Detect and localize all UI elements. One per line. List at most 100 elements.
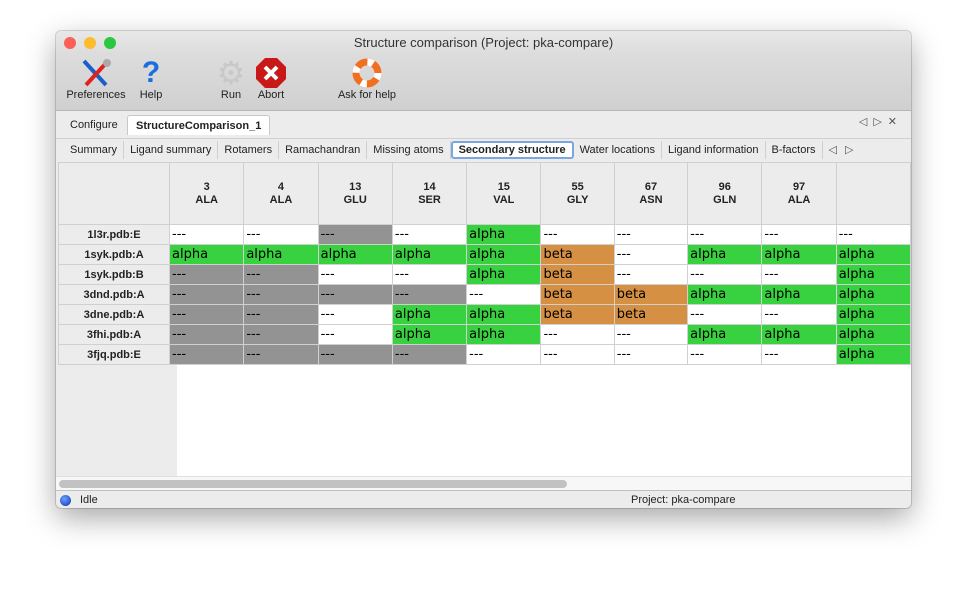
structure-cell[interactable]: --- bbox=[613, 224, 689, 245]
structure-cell[interactable]: --- bbox=[391, 344, 468, 365]
column-header[interactable]: 3 ALA bbox=[169, 162, 245, 225]
structure-cell[interactable]: beta bbox=[540, 264, 615, 285]
structure-cell[interactable]: alpha bbox=[391, 324, 468, 345]
structure-cell[interactable]: beta bbox=[613, 284, 689, 305]
structure-cell[interactable]: --- bbox=[243, 344, 319, 365]
structure-cell[interactable]: alpha bbox=[835, 284, 911, 305]
help-button[interactable]: ? Help bbox=[136, 56, 166, 101]
column-header[interactable]: 67 ASN bbox=[613, 162, 689, 225]
structure-cell[interactable]: --- bbox=[613, 264, 689, 285]
structure-cell[interactable]: alpha bbox=[835, 304, 911, 325]
structure-cell[interactable]: alpha bbox=[466, 264, 542, 285]
structure-cell[interactable]: --- bbox=[169, 224, 245, 245]
structure-cell[interactable]: --- bbox=[169, 344, 245, 365]
structure-cell[interactable]: alpha bbox=[761, 284, 837, 305]
subtab-b-factors[interactable]: B-factors bbox=[766, 140, 823, 159]
subtab-ligand-information[interactable]: Ligand information bbox=[662, 140, 766, 159]
structure-cell[interactable]: beta bbox=[540, 304, 615, 325]
row-header[interactable]: 3fhi.pdb:A bbox=[58, 324, 171, 345]
row-header[interactable]: 3dnd.pdb:A bbox=[58, 284, 171, 305]
structure-cell[interactable]: --- bbox=[687, 344, 763, 365]
structure-cell[interactable]: --- bbox=[317, 284, 393, 305]
subtab-rotamers[interactable]: Rotamers bbox=[218, 140, 280, 159]
structure-cell[interactable]: alpha bbox=[466, 244, 542, 265]
structure-cell[interactable]: --- bbox=[317, 264, 393, 285]
subtab-ramachandran[interactable]: Ramachandran bbox=[279, 140, 368, 159]
structure-cell[interactable]: alpha bbox=[317, 244, 393, 265]
structure-cell[interactable]: alpha bbox=[835, 324, 911, 345]
structure-cell[interactable]: --- bbox=[317, 224, 393, 245]
structure-cell[interactable]: --- bbox=[466, 284, 542, 305]
structure-cell[interactable]: alpha bbox=[391, 244, 468, 265]
structure-cell[interactable]: beta bbox=[540, 244, 615, 265]
subtab-missing-atoms[interactable]: Missing atoms bbox=[367, 140, 451, 159]
structure-cell[interactable]: --- bbox=[687, 224, 763, 245]
structure-cell[interactable]: --- bbox=[540, 224, 615, 245]
structure-cell[interactable]: --- bbox=[761, 304, 837, 325]
structure-cell[interactable]: --- bbox=[613, 324, 689, 345]
structure-cell[interactable]: --- bbox=[761, 224, 837, 245]
subtab-next-icon[interactable]: ▷ bbox=[844, 144, 862, 156]
column-header[interactable]: 55 GLY bbox=[540, 162, 615, 225]
scrollbar-thumb[interactable] bbox=[59, 480, 567, 488]
structure-cell[interactable]: beta bbox=[540, 284, 615, 305]
structure-cell[interactable]: alpha bbox=[835, 264, 911, 285]
subtab-water-locations[interactable]: Water locations bbox=[574, 140, 662, 159]
structure-cell[interactable]: alpha bbox=[466, 304, 542, 325]
structure-cell[interactable]: --- bbox=[243, 264, 319, 285]
row-header[interactable]: 1syk.pdb:B bbox=[58, 264, 171, 285]
structure-cell[interactable]: --- bbox=[761, 264, 837, 285]
structure-cell[interactable]: --- bbox=[540, 344, 615, 365]
structure-cell[interactable]: --- bbox=[466, 344, 542, 365]
ask-for-help-button[interactable]: Ask for help bbox=[332, 57, 402, 101]
preferences-button[interactable]: Preferences bbox=[62, 57, 130, 101]
structure-cell[interactable]: --- bbox=[687, 304, 763, 325]
column-header[interactable] bbox=[835, 162, 911, 225]
structure-cell[interactable]: alpha bbox=[687, 284, 763, 305]
tab-prev-icon[interactable]: ◁ bbox=[858, 116, 874, 128]
abort-button[interactable]: Abort bbox=[252, 57, 290, 101]
structure-cell[interactable]: --- bbox=[835, 224, 911, 245]
structure-cell[interactable]: alpha bbox=[466, 324, 542, 345]
structure-cell[interactable]: --- bbox=[391, 224, 468, 245]
structure-cell[interactable]: --- bbox=[243, 224, 319, 245]
structure-cell[interactable]: alpha bbox=[391, 304, 468, 325]
structure-cell[interactable]: alpha bbox=[169, 244, 245, 265]
column-header[interactable]: 96 GLN bbox=[687, 162, 763, 225]
structure-cell[interactable]: --- bbox=[169, 284, 245, 305]
close-tab-icon[interactable]: ✕ bbox=[887, 116, 903, 128]
structure-cell[interactable]: --- bbox=[243, 324, 319, 345]
column-header[interactable]: 14 SER bbox=[391, 162, 468, 225]
structure-cell[interactable]: --- bbox=[243, 284, 319, 305]
column-header[interactable]: 4 ALA bbox=[243, 162, 319, 225]
structure-cell[interactable]: alpha bbox=[243, 244, 319, 265]
structure-cell[interactable]: --- bbox=[687, 264, 763, 285]
structure-cell[interactable]: --- bbox=[317, 304, 393, 325]
structure-cell[interactable]: --- bbox=[540, 324, 615, 345]
structure-cell[interactable]: alpha bbox=[761, 244, 837, 265]
tab-configure[interactable]: Configure bbox=[70, 119, 118, 131]
structure-cell[interactable]: --- bbox=[317, 324, 393, 345]
tab-structurecomparison-1[interactable]: StructureComparison_1 bbox=[127, 115, 271, 135]
column-header[interactable]: 97 ALA bbox=[761, 162, 837, 225]
subtab-ligand-summary[interactable]: Ligand summary bbox=[124, 140, 219, 159]
structure-cell[interactable]: --- bbox=[169, 324, 245, 345]
column-header[interactable]: 15 VAL bbox=[466, 162, 542, 225]
structure-cell[interactable]: alpha bbox=[761, 324, 837, 345]
subtab-prev-icon[interactable]: ◁ bbox=[828, 144, 845, 156]
zoom-window-button[interactable] bbox=[104, 37, 116, 49]
minimize-window-button[interactable] bbox=[84, 37, 96, 49]
subtab-secondary-structure[interactable]: Secondary structure bbox=[450, 140, 574, 159]
column-header[interactable]: 13 GLU bbox=[317, 162, 393, 225]
structure-cell[interactable]: alpha bbox=[835, 344, 911, 365]
structure-cell[interactable]: --- bbox=[243, 304, 319, 325]
structure-cell[interactable]: --- bbox=[613, 244, 689, 265]
structure-cell[interactable]: --- bbox=[317, 344, 393, 365]
structure-cell[interactable]: --- bbox=[613, 344, 689, 365]
horizontal-scrollbar[interactable] bbox=[56, 476, 911, 490]
subtab-summary[interactable]: Summary bbox=[64, 140, 125, 159]
close-window-button[interactable] bbox=[64, 37, 76, 49]
run-button[interactable]: ⚙ Run bbox=[214, 55, 248, 101]
structure-cell[interactable]: alpha bbox=[835, 244, 911, 265]
structure-cell[interactable]: --- bbox=[169, 264, 245, 285]
